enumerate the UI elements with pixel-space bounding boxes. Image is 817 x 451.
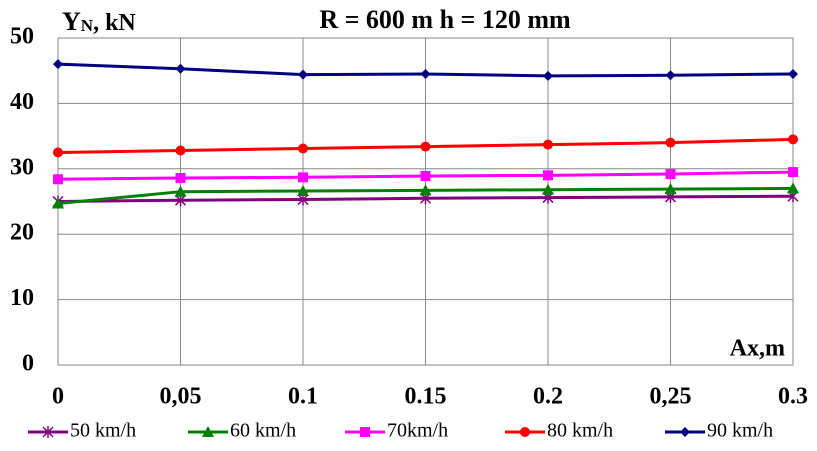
marker [298,69,308,80]
chart-title: R = 600 m h = 120 mm [319,5,571,34]
legend-marker [202,426,214,437]
marker [542,183,554,195]
marker [788,68,798,79]
y-tick-label: 0 [22,351,34,377]
x-tick-label: 0.3 [778,384,808,410]
marker [787,182,799,194]
marker [52,197,64,209]
x-tick-label: 0.15 [405,384,447,410]
y-tick-label: 20 [10,220,34,246]
marker [298,172,308,183]
x-tick-label: 0.2 [533,384,563,410]
marker [665,70,676,81]
legend-label: 70km/h [387,420,448,442]
marker [298,143,308,154]
marker [788,167,798,178]
marker [53,59,63,70]
marker [420,68,431,79]
marker [420,141,431,152]
marker [53,174,63,185]
legend-label: 80 km/h [547,420,613,442]
marker [175,145,186,156]
legend-label: 90 km/h [707,420,773,442]
y-tick-label: 50 [10,24,34,50]
marker [297,185,309,197]
y-label-main: Y [62,7,81,36]
y-label-sub: N [81,16,94,35]
x-tick-label: 0.1 [288,384,318,410]
marker [543,170,553,181]
y-tick-label: 10 [10,285,34,311]
legend-marker [520,427,530,437]
x-axis-label: Ax,m [730,336,785,362]
marker [174,185,187,197]
marker [175,172,186,183]
marker [664,183,677,195]
y-axis-label: YN, kN [62,7,136,36]
y-tick-label: 30 [10,154,34,180]
marker [419,184,432,196]
marker [53,147,63,158]
legend-label: 50 km/h [70,420,136,442]
marker [175,63,186,74]
marker [543,70,553,81]
legend-marker [680,427,690,437]
marker [543,139,553,150]
legend-marker [42,426,54,438]
legend-marker [360,427,370,437]
x-tick-label: 0,05 [160,384,202,410]
marker [665,169,676,180]
y-label-unit: , kN [93,10,136,36]
x-tick-label: 0,25 [650,384,692,410]
x-tick-label: 0 [52,384,64,410]
marker [420,170,431,181]
legend-label: 60 km/h [230,420,296,442]
marker [788,134,798,145]
marker [665,137,676,148]
y-tick-label: 40 [10,89,34,115]
